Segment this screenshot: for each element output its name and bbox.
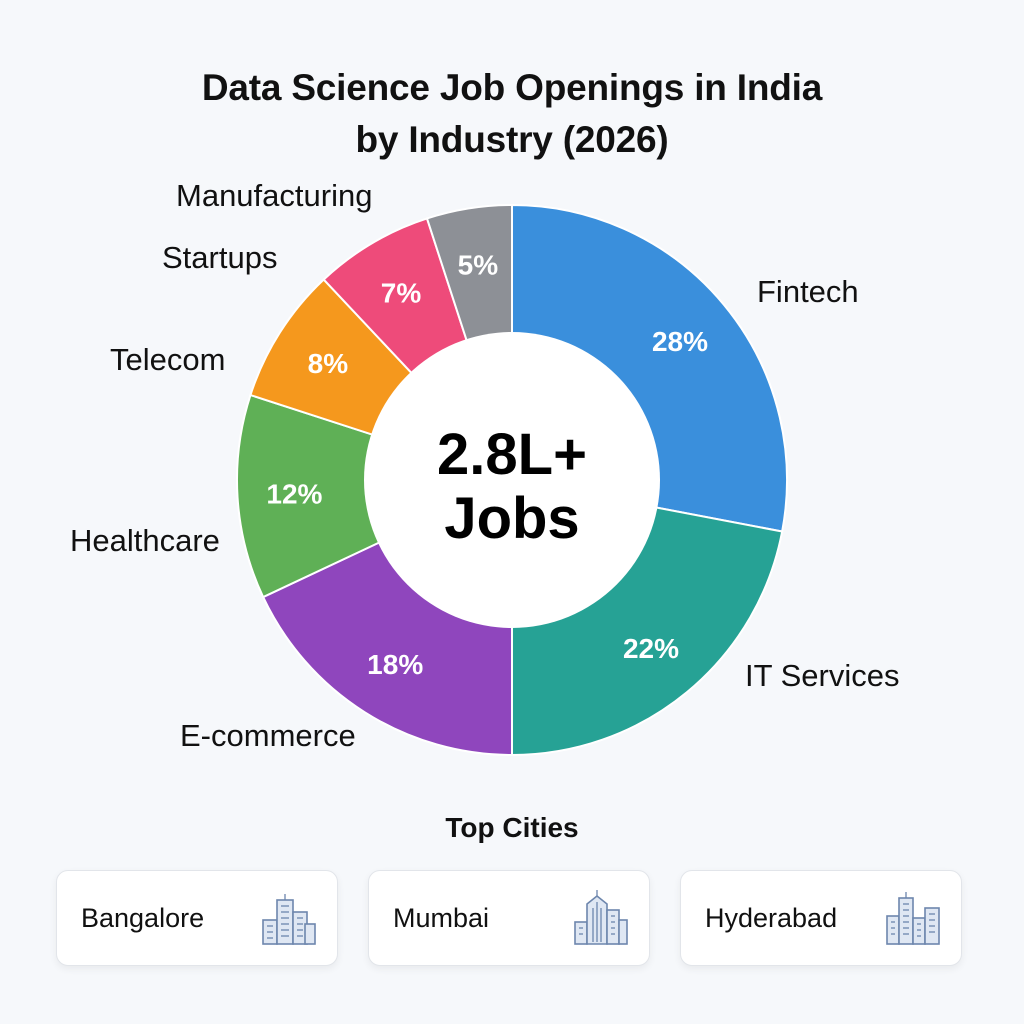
city-name: Hyderabad [705,902,838,933]
city-skyline-icon [262,894,316,945]
city-card-bangalore[interactable]: Bangalore [56,870,338,966]
slice-category-label: IT Services [745,658,899,693]
chart-title-line-2: by Industry (2026) [355,119,669,160]
donut-hole [364,332,660,628]
chart-title: Data Science Job Openings in India by In… [0,62,1024,166]
slice-category-label: Startups [162,240,277,275]
city-card-mumbai[interactable]: Mumbai [368,870,650,966]
chart-title-line-1: Data Science Job Openings in India [201,67,823,108]
top-cities-cards: Bangalore Mumbai [56,870,968,968]
donut-chart: 28% 22% 18% 12% 8% 7% 5% Fintech IT Services E-c… [70,178,899,757]
slice-category-label: E-commerce [180,718,356,753]
top-cities-heading: Top Cities [445,812,579,843]
city-name: Bangalore [81,902,205,933]
city-card-hyderabad[interactable]: Hyderabad [680,870,962,966]
slice-percent-label: 7% [381,277,422,308]
slice-percent-label: 12% [266,479,322,510]
city-name: Mumbai [393,902,490,933]
slice-category-label: Fintech [757,274,859,309]
slice-percent-label: 28% [652,326,708,357]
slice-category-label: Manufacturing [176,178,372,213]
city-skyline-icon [886,892,940,945]
slice-percent-label: 8% [308,348,349,379]
slice-percent-label: 22% [623,633,679,664]
slice-category-label: Healthcare [70,523,220,558]
slice-percent-label: 5% [458,250,499,281]
slice-percent-label: 18% [367,649,423,680]
slice-category-label: Telecom [110,342,225,377]
center-total-unit: Jobs [444,486,579,551]
city-skyline-icon [574,890,628,945]
center-total-value: 2.8L+ [437,422,587,487]
